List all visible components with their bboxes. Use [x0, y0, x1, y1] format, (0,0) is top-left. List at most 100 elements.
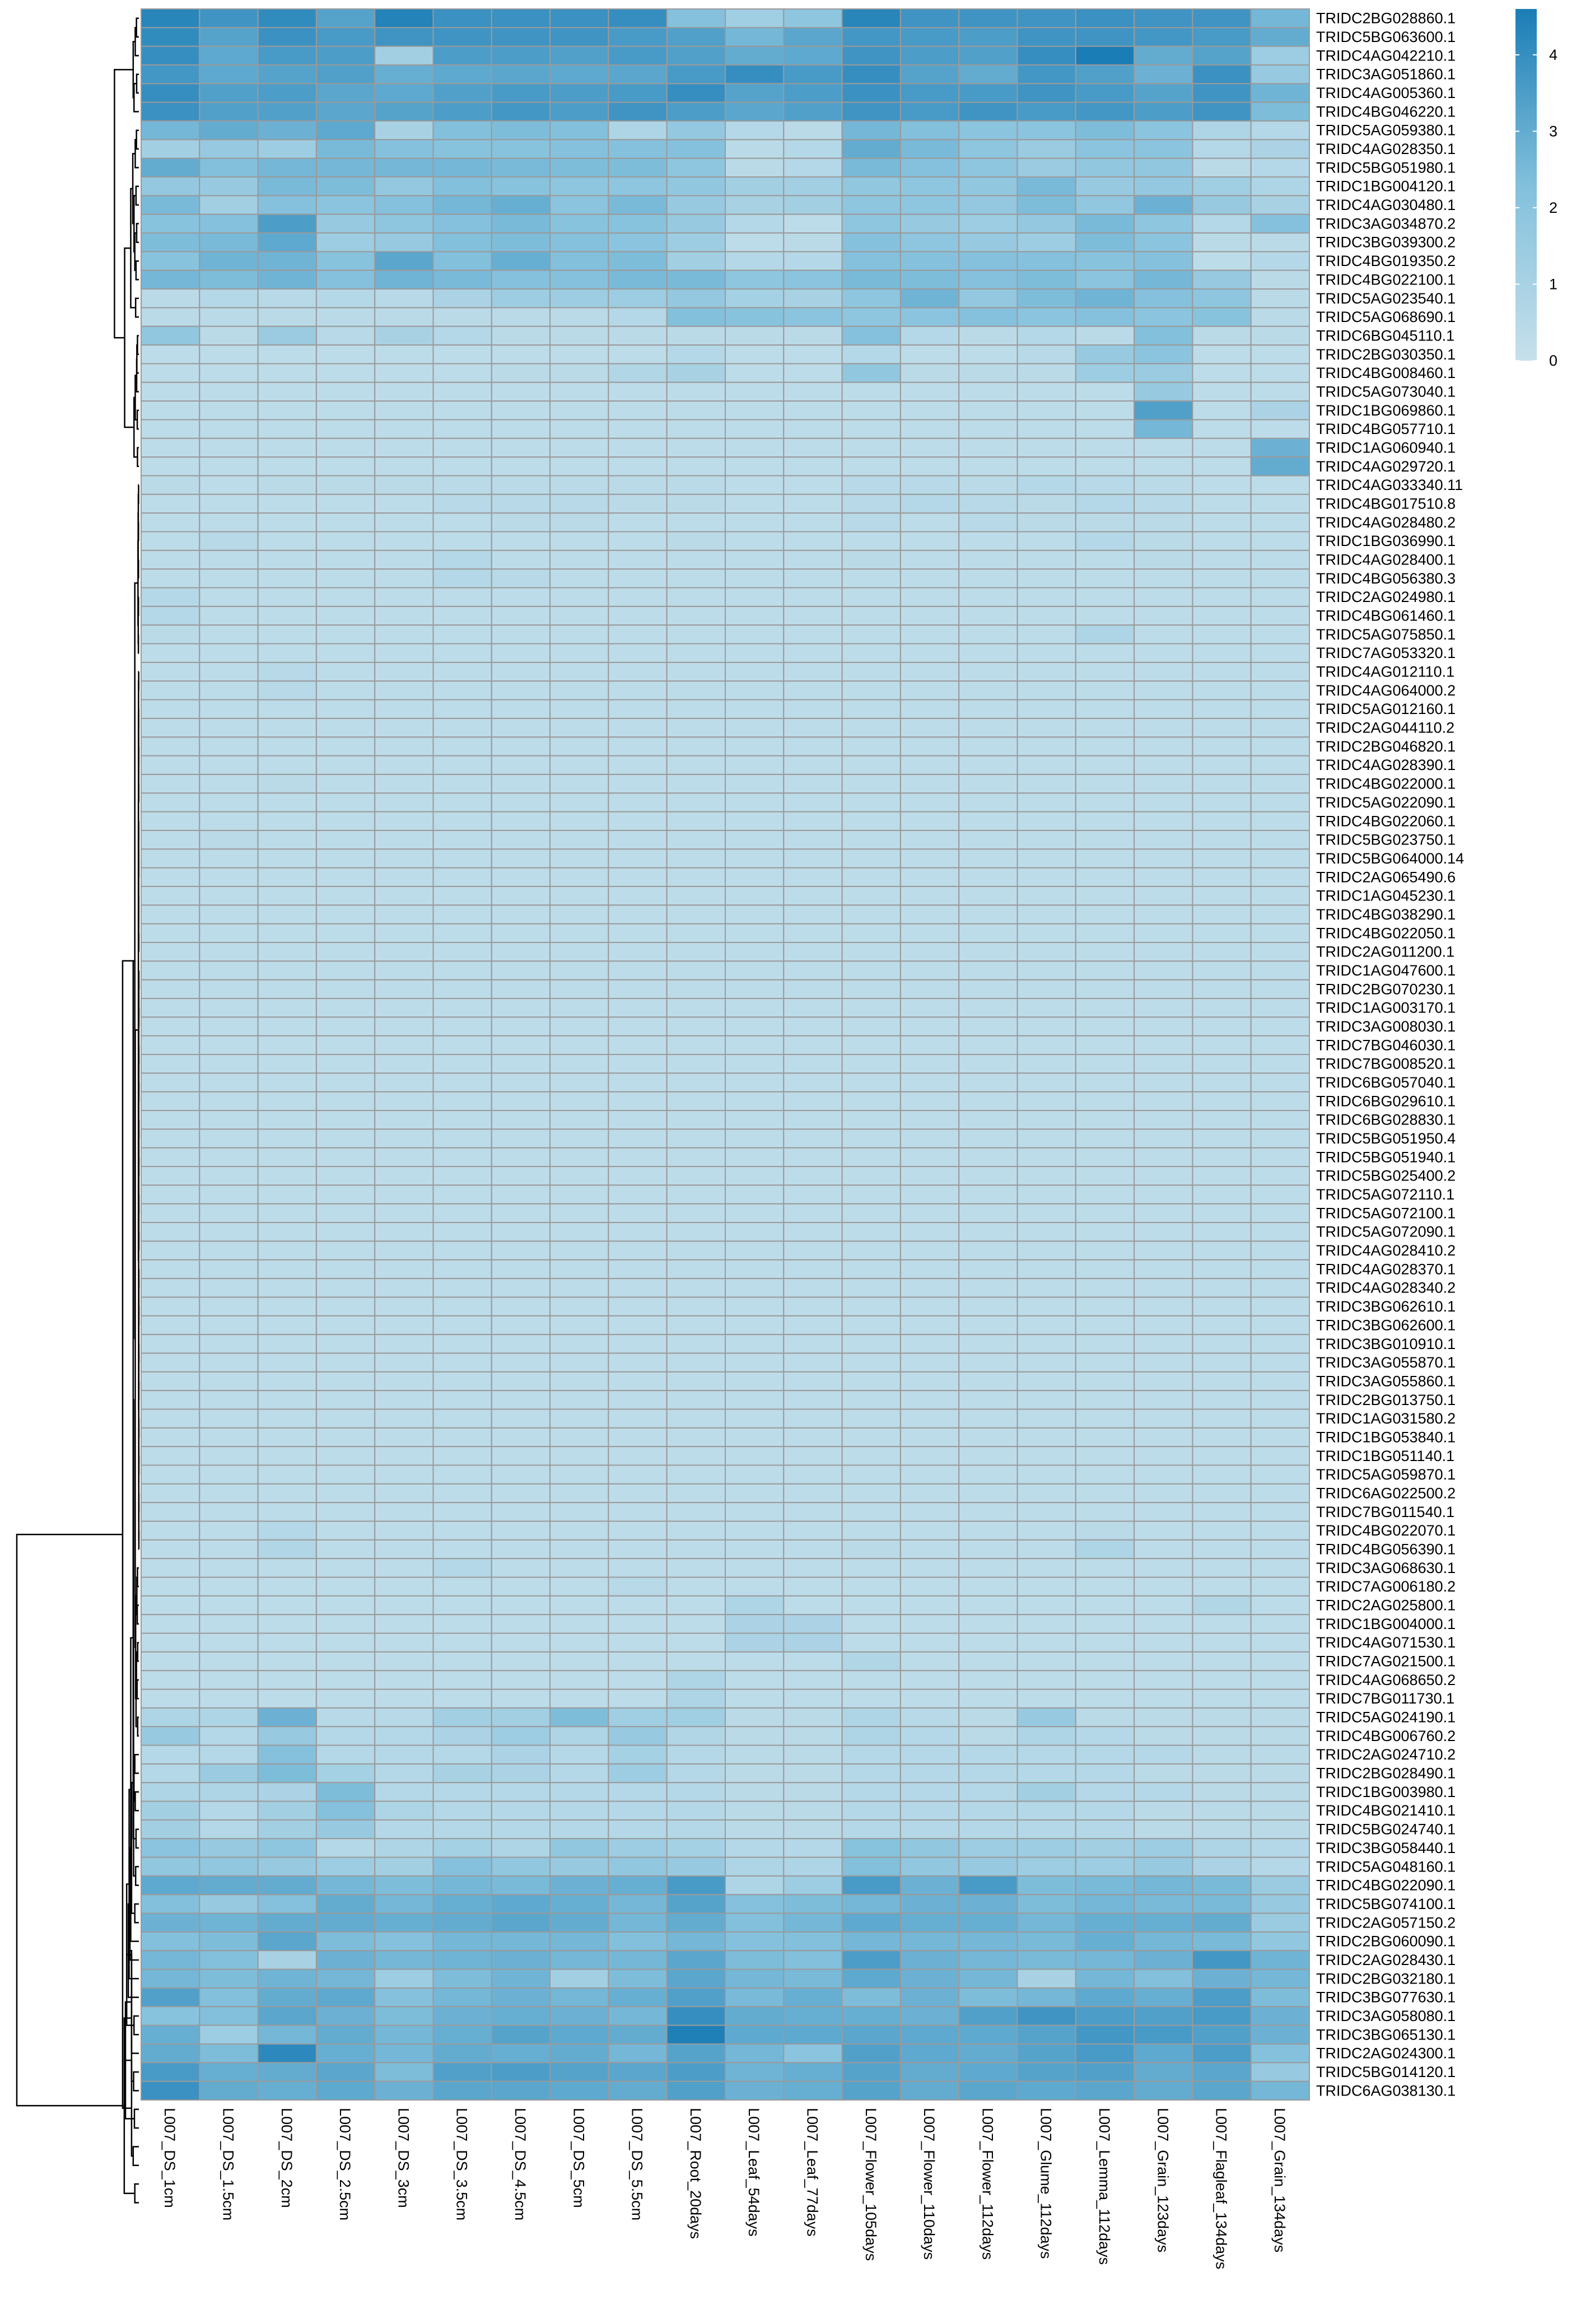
- heatmap-cell: [666, 1744, 726, 1765]
- heatmap-cell: [899, 587, 960, 607]
- heatmap-cell: [141, 1950, 200, 1970]
- heatmap-cell: [432, 1315, 492, 1336]
- heatmap-cell: [374, 1520, 434, 1541]
- heatmap-cell: [958, 512, 1018, 533]
- heatmap-cell: [841, 1782, 901, 1802]
- heatmap-cell: [432, 1670, 492, 1690]
- heatmap-cell: [549, 1352, 609, 1373]
- heatmap-cell: [491, 1595, 551, 1616]
- row-label: TRIDC3BG010910.1: [1316, 1336, 1456, 1352]
- heatmap-cell: [257, 2006, 317, 2026]
- heatmap-cell: [549, 1054, 609, 1074]
- heatmap-cell: [257, 531, 317, 551]
- heatmap-cell: [608, 381, 668, 402]
- heatmap-cell: [315, 251, 376, 271]
- heatmap-cell: [432, 829, 492, 850]
- heatmap-cell: [1250, 176, 1310, 197]
- heatmap-cell: [374, 1390, 434, 1410]
- heatmap-cell: [783, 1670, 843, 1690]
- heatmap-cell: [1134, 848, 1193, 869]
- heatmap-cell: [841, 195, 901, 215]
- heatmap-cell: [1250, 1520, 1310, 1541]
- heatmap-cell: [491, 1035, 551, 1056]
- heatmap-cell: [374, 867, 434, 887]
- heatmap-cell: [432, 456, 492, 477]
- heatmap-cell: [257, 1987, 317, 2008]
- heatmap-cell: [1250, 1184, 1310, 1205]
- heatmap-cell: [549, 120, 609, 141]
- heatmap-cell: [958, 157, 1018, 178]
- heatmap-cell: [374, 923, 434, 943]
- heatmap-cell: [1192, 587, 1252, 607]
- heatmap-cell: [608, 1576, 668, 1597]
- row-label: TRIDC5BG024740.1: [1316, 1821, 1456, 1838]
- heatmap-cell: [1250, 456, 1310, 477]
- heatmap-cell: [783, 213, 843, 234]
- heatmap-cell: [608, 1520, 668, 1541]
- heatmap-cell: [1016, 885, 1076, 906]
- heatmap-cell: [199, 1539, 259, 1560]
- heatmap-cell: [1075, 1502, 1135, 1522]
- heatmap-cell: [374, 549, 434, 570]
- heatmap-cell: [257, 1072, 317, 1093]
- row-label: TRIDC7AG053320.1: [1316, 645, 1456, 661]
- heatmap-cell: [257, 1166, 317, 1186]
- heatmap-cell: [783, 1110, 843, 1130]
- heatmap-cell: [257, 325, 317, 346]
- row-label: TRIDC4BG022100.1: [1316, 271, 1456, 288]
- heatmap-cell: [491, 493, 551, 514]
- heatmap-cell: [141, 960, 200, 981]
- heatmap-cell: [549, 325, 609, 346]
- heatmap-cell: [374, 437, 434, 458]
- heatmap-cell: [1134, 176, 1193, 197]
- heatmap-cell: [1016, 1072, 1076, 1093]
- heatmap-cell: [783, 1968, 843, 1989]
- heatmap-cell: [315, 2043, 376, 2064]
- heatmap-cell: [608, 829, 668, 850]
- heatmap-cell: [725, 1688, 785, 1709]
- heatmap-cell: [374, 2043, 434, 2064]
- heatmap-cell: [141, 1259, 200, 1280]
- heatmap-cell: [841, 1707, 901, 1728]
- heatmap-cell: [899, 1110, 960, 1130]
- heatmap-cell: [666, 251, 726, 271]
- heatmap-cell: [141, 45, 200, 66]
- heatmap-cell: [1016, 400, 1076, 421]
- heatmap-cell: [1192, 997, 1252, 1018]
- heatmap-cell: [1016, 139, 1076, 159]
- heatmap-cell: [958, 960, 1018, 981]
- heatmap-cell: [666, 1054, 726, 1074]
- heatmap-cell: [1016, 2006, 1076, 2026]
- heatmap-cell: [899, 1539, 960, 1560]
- heatmap-cell: [958, 1576, 1018, 1597]
- heatmap-cell: [608, 400, 668, 421]
- heatmap-cell: [783, 45, 843, 66]
- heatmap-cell: [315, 587, 376, 607]
- heatmap-cell: [549, 195, 609, 215]
- heatmap-cell: [491, 867, 551, 887]
- heatmap-cell: [315, 1054, 376, 1074]
- heatmap-cell: [899, 1744, 960, 1765]
- heatmap-cell: [841, 1968, 901, 1989]
- heatmap-cell: [958, 363, 1018, 383]
- heatmap-cell: [958, 755, 1018, 775]
- heatmap-cell: [491, 848, 551, 869]
- heatmap-cell: [725, 643, 785, 663]
- heatmap-cell: [315, 1408, 376, 1429]
- heatmap-cell: [141, 251, 200, 271]
- heatmap-cell: [1192, 549, 1252, 570]
- heatmap-cell: [257, 811, 317, 831]
- heatmap-cell: [666, 1147, 726, 1168]
- heatmap-cell: [374, 381, 434, 402]
- heatmap-cell: [841, 549, 901, 570]
- heatmap-cell: [1250, 344, 1310, 365]
- heatmap-cell: [1075, 605, 1135, 626]
- heatmap-cell: [374, 363, 434, 383]
- heatmap-cell: [958, 904, 1018, 925]
- heatmap-cell: [1192, 1950, 1252, 1970]
- heatmap-cell: [1075, 27, 1135, 47]
- heatmap-cell: [1192, 717, 1252, 738]
- heatmap-cell: [899, 1464, 960, 1485]
- heatmap-cell: [315, 848, 376, 869]
- heatmap-cell: [1016, 475, 1076, 495]
